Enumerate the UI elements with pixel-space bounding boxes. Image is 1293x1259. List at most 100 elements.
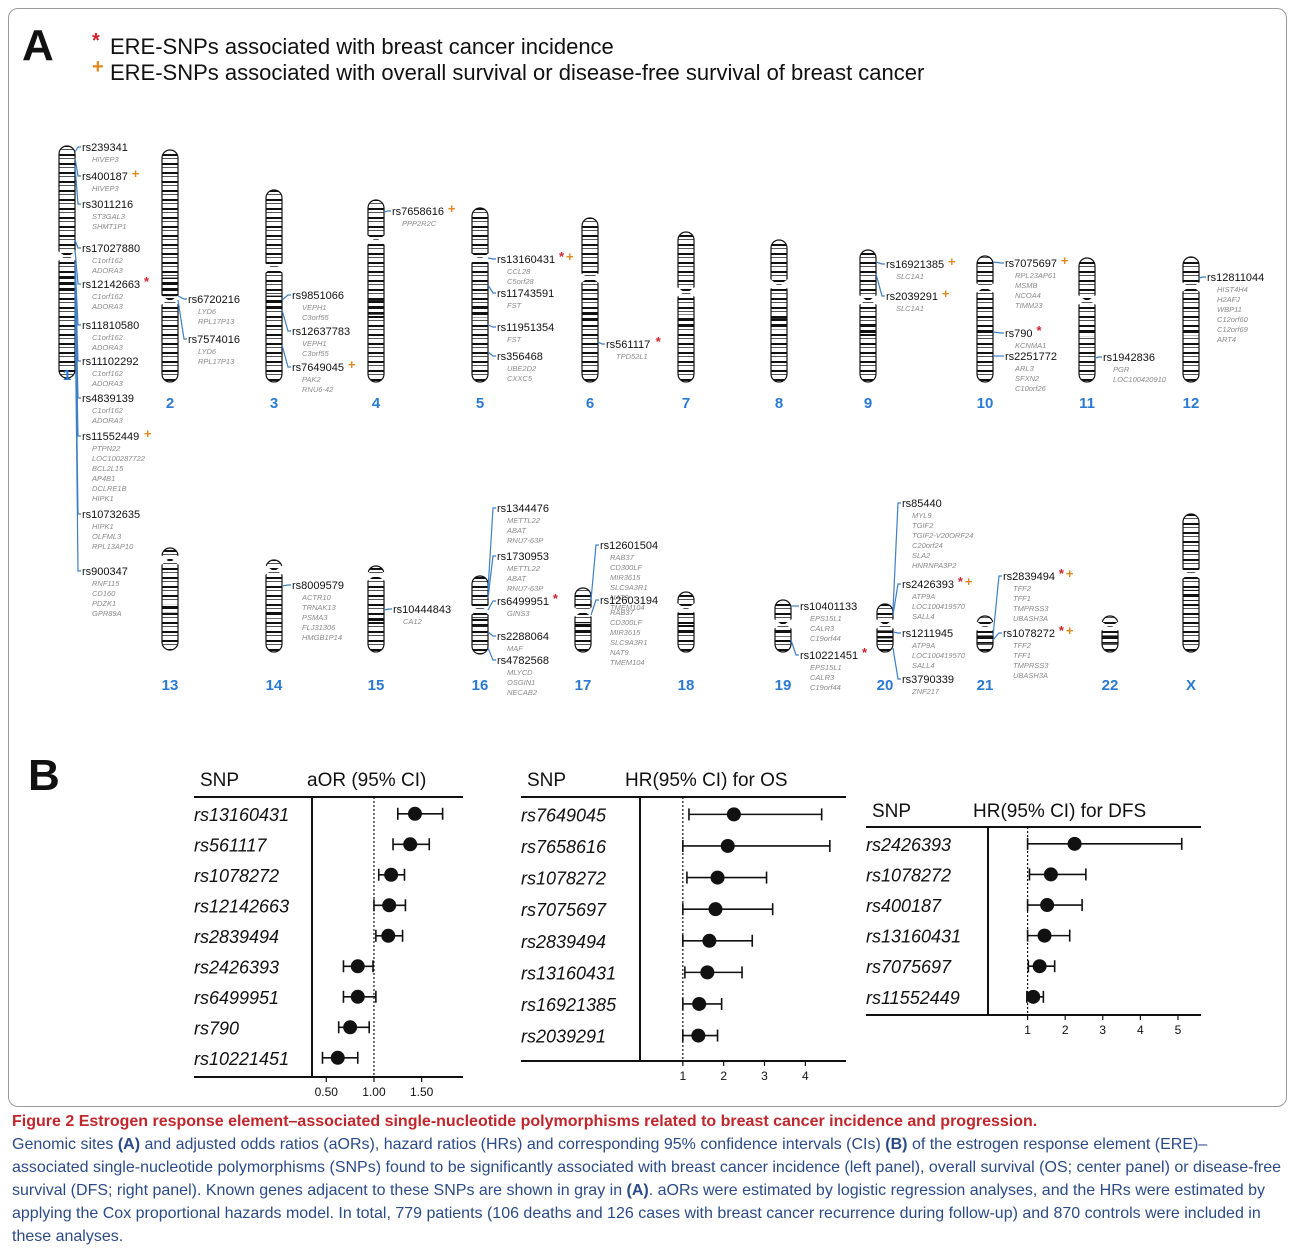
snp-rs13160431-incidence-star: *	[559, 249, 565, 264]
forest-1-row-label-rs6499951: rs6499951	[194, 988, 279, 1008]
gene-label-EPS15L1: EPS15L1	[810, 614, 842, 623]
chromosome-label-14: 14	[266, 677, 283, 694]
snp-rs6499951-incidence-star: *	[553, 591, 559, 606]
gene-label-C3orf55: C3orf55	[302, 313, 330, 322]
snp-rs8009579: rs8009579ACTR10TRNAK13PSMA3FLJ31306HMGB1…	[281, 580, 344, 642]
snp-connector-rs11951354	[487, 324, 496, 328]
snp-connector-rs1344476	[487, 507, 496, 591]
snp-label-rs790: rs790	[1005, 328, 1033, 340]
gene-label-ATP9A: ATP9A	[911, 641, 935, 650]
forest-2-point-rs16921385	[692, 996, 707, 1011]
snp-rs16921385-survival-plus: +	[948, 254, 956, 269]
snp-connector-rs12142663	[74, 249, 81, 285]
panel-a-label: A	[22, 21, 54, 70]
caption-text-4: . aORs were estimated by logistic regres…	[12, 1182, 1266, 1245]
gene-label-HIVEP3: HIVEP3	[92, 155, 120, 164]
snp-label-rs10221451: rs10221451	[800, 650, 858, 662]
snp-connector-rs561117	[597, 341, 605, 345]
gene-label-HIPK1: HIPK1	[92, 494, 114, 503]
forest-2-point-rs13160431	[700, 965, 715, 980]
legend-symbol-2: +	[92, 56, 104, 78]
snp-label-rs16921385: rs16921385	[886, 259, 944, 271]
chromosome-21-centromere	[976, 621, 994, 631]
chromosome-label-8: 8	[775, 395, 783, 412]
snp-rs6499951: rs6499951 * GINS3	[487, 591, 559, 618]
snp-rs13160431-survival-plus: +	[566, 249, 574, 264]
snp-rs400187: rs400187 + HIVEP3	[74, 157, 140, 193]
chromosome-12: 12 rs12811044HIST4H4H2AFJWBP11C12orf60C12…	[1182, 256, 1264, 412]
chromosome-18-outline	[677, 591, 695, 653]
forest-1-row-label-rs1078272: rs1078272	[194, 866, 279, 886]
snp-connector-rs2839494	[992, 575, 1002, 637]
snp-rs561117-incidence-star: *	[656, 334, 662, 349]
chromosome-label-3: 3	[270, 395, 278, 412]
forest-1-tick-label-2: 1.00	[362, 1085, 386, 1099]
gene-label-SHMT1P1: SHMT1P1	[92, 222, 127, 231]
snp-rs2839494-incidence-star: *	[1059, 566, 1065, 581]
chromosome-5-outline	[471, 207, 489, 383]
snp-connector-rs400187	[74, 157, 81, 177]
chromosome-2-bands	[162, 150, 178, 382]
snp-label-rs6499951: rs6499951	[497, 596, 549, 608]
chromosome-3: 3rs9851066VEPH1C3orf55rs12637783VEPH1C3o…	[265, 189, 356, 412]
snp-rs11552449: rs11552449 + PTPN22LOC100287722BCL2L15AP4B…	[74, 281, 152, 503]
gene-label-MSMB: MSMB	[1015, 281, 1038, 290]
chromosome-20-centromere	[876, 619, 894, 629]
gene-label-TGIF2-V20ORF24: TGIF2-V20ORF24	[912, 531, 973, 540]
snp-label-rs12637783: rs12637783	[292, 326, 350, 338]
chromosome-12-outline	[1182, 256, 1200, 383]
chromosome-15-outline	[367, 565, 385, 653]
chromosome-22-centromere	[1101, 621, 1119, 631]
gene-label-ZNF217: ZNF217	[911, 687, 940, 696]
gene-label-MIR3615: MIR3615	[610, 573, 641, 582]
caption-text-1: Genomic sites	[12, 1136, 118, 1153]
snp-label-rs2251772: rs2251772	[1005, 351, 1057, 363]
snp-label-rs17027880: rs17027880	[82, 243, 140, 255]
snp-rs2839494-survival-plus: +	[1066, 566, 1074, 581]
gene-label-METTL22: METTL22	[507, 564, 541, 573]
chromosome-label-10: 10	[977, 395, 994, 412]
gene-label-FST: FST	[507, 335, 523, 344]
gene-label-TMPRSS3: TMPRSS3	[1013, 661, 1049, 670]
chromosome-X-bands	[1183, 514, 1199, 652]
forest-3-tick-label-1: 1	[1024, 1023, 1031, 1037]
forest-3-point-rs2426393	[1067, 836, 1082, 851]
gene-label-BCL2L15: BCL2L15	[92, 464, 124, 473]
chromosome-8: 8	[770, 239, 788, 412]
chromosome-20-bands	[877, 604, 893, 652]
gene-label-ATP9A: ATP9A	[911, 592, 935, 601]
snp-connector-rs13160431	[487, 257, 496, 260]
snp-connector-rs11743591	[487, 284, 496, 294]
chromosome-16-bands	[472, 576, 488, 654]
chromosome-17-dense-band	[575, 623, 591, 632]
snp-rs7075697-survival-plus: +	[1061, 253, 1069, 268]
gene-label-H2AFJ: H2AFJ	[1217, 295, 1240, 304]
chromosome-X-dense-band	[1183, 589, 1199, 601]
chromosome-5-bands	[472, 208, 488, 382]
chromosome-13-outline	[161, 547, 179, 651]
gene-label-PPP2R2C: PPP2R2C	[402, 219, 437, 228]
chromosome-3-centromere	[265, 263, 283, 273]
chromosome-9-dense-band	[860, 322, 876, 334]
gene-label-PAK2: PAK2	[302, 375, 321, 384]
chromosome-14-bands	[266, 560, 282, 652]
snp-rs7649045-survival-plus: +	[348, 357, 356, 372]
chromosome-15-centromere	[367, 571, 385, 581]
snp-rs790: rs790 * KCNMA1	[992, 323, 1046, 350]
snp-label-rs11810580: rs11810580	[82, 320, 139, 332]
snp-connector-rs85440	[892, 502, 901, 611]
snp-label-rs10444843: rs10444843	[393, 604, 451, 616]
gene-label-ADORA3: ADORA3	[91, 416, 124, 425]
gene-label-ART4: ART4	[1216, 335, 1236, 344]
gene-label-NECAB2: NECAB2	[507, 688, 538, 697]
gene-label-RNU7-63P: RNU7-63P	[507, 536, 543, 545]
chromosome-22-outline	[1101, 615, 1119, 653]
forest-2-row-label-rs2839494: rs2839494	[521, 932, 606, 952]
